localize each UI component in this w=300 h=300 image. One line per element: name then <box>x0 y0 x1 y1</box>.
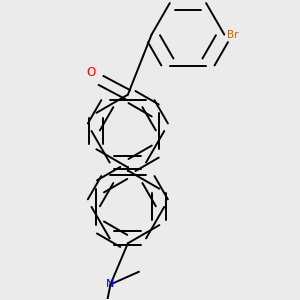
Text: N: N <box>106 279 115 290</box>
Text: Br: Br <box>227 30 239 40</box>
Text: O: O <box>86 65 95 79</box>
